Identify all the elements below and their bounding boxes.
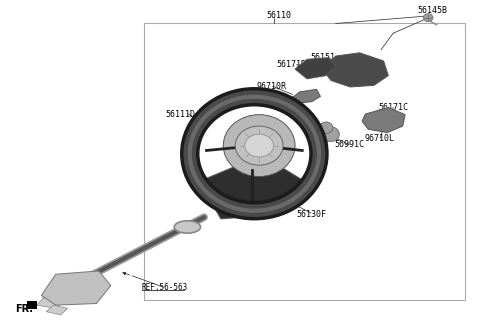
Ellipse shape bbox=[223, 115, 295, 177]
Text: 56130F: 56130F bbox=[297, 211, 326, 219]
Polygon shape bbox=[36, 295, 65, 308]
Polygon shape bbox=[41, 271, 111, 305]
Text: 96710R: 96710R bbox=[257, 82, 287, 92]
Text: 56145B: 56145B bbox=[417, 6, 447, 15]
Ellipse shape bbox=[245, 134, 274, 157]
Ellipse shape bbox=[307, 125, 322, 137]
Polygon shape bbox=[323, 53, 388, 87]
Text: 56110: 56110 bbox=[266, 11, 291, 20]
Text: 96710L: 96710L bbox=[364, 134, 395, 143]
Polygon shape bbox=[77, 273, 101, 285]
Ellipse shape bbox=[423, 14, 433, 22]
Text: 56991C: 56991C bbox=[335, 140, 365, 149]
Ellipse shape bbox=[174, 221, 201, 233]
Text: FR.: FR. bbox=[15, 304, 33, 314]
Text: 56111D: 56111D bbox=[166, 110, 196, 118]
Ellipse shape bbox=[323, 127, 339, 142]
Polygon shape bbox=[199, 167, 305, 219]
Text: 56171C: 56171C bbox=[379, 103, 409, 112]
Polygon shape bbox=[46, 305, 68, 315]
Text: 56171D: 56171D bbox=[276, 60, 306, 69]
Polygon shape bbox=[290, 89, 321, 103]
Ellipse shape bbox=[320, 122, 333, 133]
Ellipse shape bbox=[310, 129, 328, 146]
Text: REF.56-563: REF.56-563 bbox=[142, 284, 188, 292]
Bar bbox=[247, 209, 262, 214]
Polygon shape bbox=[362, 108, 405, 132]
Ellipse shape bbox=[235, 126, 283, 165]
Bar bbox=[144, 24, 465, 300]
Polygon shape bbox=[295, 58, 336, 79]
Text: 56151: 56151 bbox=[311, 53, 336, 62]
Bar bbox=[27, 301, 36, 309]
